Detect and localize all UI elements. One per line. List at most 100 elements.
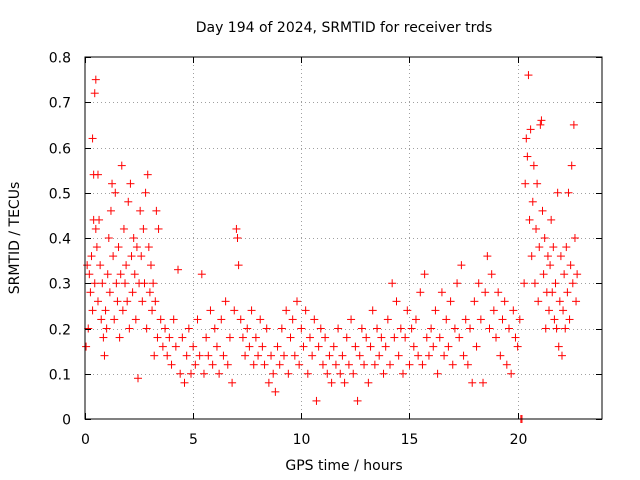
- data-point: [97, 315, 106, 324]
- data-point: [91, 224, 100, 233]
- data-point: [546, 261, 555, 270]
- data-point: [476, 315, 485, 324]
- data-point: [461, 315, 470, 324]
- data-point: [88, 134, 97, 143]
- data-point: [297, 324, 306, 333]
- data-point: [534, 297, 543, 306]
- data-point: [199, 369, 208, 378]
- data-point: [215, 369, 224, 378]
- data-point: [553, 188, 562, 197]
- data-point: [457, 261, 466, 270]
- data-point: [529, 161, 538, 170]
- data-point: [290, 351, 299, 360]
- data-point: [121, 279, 130, 288]
- data-point: [455, 333, 464, 342]
- data-point: [156, 315, 165, 324]
- data-point: [364, 378, 373, 387]
- data-point: [394, 351, 403, 360]
- data-point: [564, 188, 573, 197]
- data-point: [258, 342, 267, 351]
- data-point: [539, 270, 548, 279]
- data-point: [204, 351, 213, 360]
- data-point: [132, 243, 141, 252]
- y-tick-label: 0.7: [49, 96, 71, 112]
- y-tick-label: 0: [62, 413, 71, 429]
- data-point: [538, 206, 547, 215]
- data-point: [381, 342, 390, 351]
- data-point: [540, 234, 549, 242]
- data-point: [570, 234, 579, 242]
- data-point: [256, 315, 265, 324]
- data-point: [221, 297, 230, 306]
- data-point: [206, 306, 215, 315]
- data-point: [321, 333, 330, 342]
- data-point: [541, 324, 550, 333]
- x-tick-label: 20: [510, 432, 528, 448]
- data-point: [288, 315, 297, 324]
- data-point: [109, 252, 118, 261]
- data-point: [548, 288, 557, 297]
- data-point: [233, 234, 242, 242]
- data-point: [420, 270, 429, 279]
- data-point: [437, 288, 446, 297]
- data-point: [303, 369, 312, 378]
- data-point: [536, 120, 545, 129]
- data-point: [377, 333, 386, 342]
- data-point: [442, 315, 451, 324]
- data-point: [429, 342, 438, 351]
- data-point: [167, 360, 176, 369]
- x-tick-label: 5: [189, 432, 198, 448]
- data-point: [373, 324, 382, 333]
- data-point: [146, 261, 155, 270]
- data-point: [212, 342, 221, 351]
- data-point: [86, 288, 95, 297]
- y-tick-label: 0.8: [49, 51, 71, 67]
- data-point: [411, 315, 420, 324]
- data-point: [525, 215, 534, 224]
- data-point: [142, 324, 151, 333]
- data-point: [269, 369, 278, 378]
- data-point: [282, 306, 291, 315]
- data-point: [500, 297, 509, 306]
- data-point: [463, 360, 472, 369]
- data-point: [527, 252, 536, 261]
- data-point: [537, 116, 546, 125]
- data-point: [267, 351, 276, 360]
- data-point: [180, 378, 189, 387]
- data-point: [108, 179, 117, 188]
- data-point: [347, 315, 356, 324]
- data-point: [163, 351, 172, 360]
- data-point: [316, 324, 325, 333]
- data-point: [472, 342, 481, 351]
- data-point: [561, 324, 570, 333]
- data-point: [150, 351, 159, 360]
- data-point: [547, 215, 556, 224]
- data-point: [251, 333, 260, 342]
- y-tick-label: 0.6: [49, 142, 71, 158]
- data-point: [133, 374, 142, 383]
- data-point: [409, 342, 418, 351]
- data-point: [342, 333, 351, 342]
- data-point: [136, 206, 145, 215]
- data-point: [509, 306, 518, 315]
- data-point: [112, 279, 121, 288]
- data-point: [379, 369, 388, 378]
- data-point: [362, 333, 371, 342]
- data-point: [238, 333, 247, 342]
- data-point: [127, 252, 136, 261]
- data-point: [383, 315, 392, 324]
- x-tick-label: 0: [81, 432, 90, 448]
- data-point: [308, 351, 317, 360]
- data-point: [182, 351, 191, 360]
- data-point: [148, 306, 157, 315]
- data-point: [230, 306, 239, 315]
- data-point: [331, 360, 340, 369]
- data-point: [336, 369, 345, 378]
- y-tick-label: 0.2: [49, 323, 71, 339]
- data-point: [236, 315, 245, 324]
- data-point: [318, 360, 327, 369]
- data-point: [504, 324, 513, 333]
- data-point: [496, 351, 505, 360]
- data-point: [386, 360, 395, 369]
- data-point: [498, 315, 507, 324]
